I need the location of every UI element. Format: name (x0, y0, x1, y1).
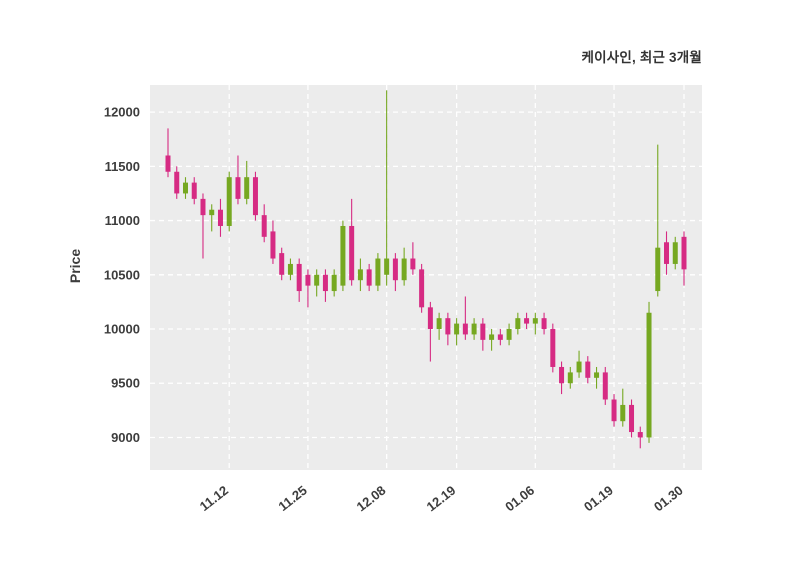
candle-body (646, 312, 652, 438)
candle-body (681, 236, 687, 270)
chart-title: 케이사인, 최근 3개월 (581, 50, 702, 65)
candle-body (357, 269, 363, 281)
candle-body (419, 269, 425, 308)
y-tick-label: 10000 (104, 322, 140, 337)
candle-body (427, 307, 433, 330)
x-tick-label: 12.08 (354, 483, 389, 515)
candle-body (392, 258, 398, 281)
candle-body (279, 253, 285, 275)
candle-body (200, 198, 206, 216)
candle-body (480, 323, 486, 340)
candle-body (366, 269, 372, 286)
y-tick-label: 11000 (105, 213, 140, 228)
y-tick-label: 9500 (111, 376, 140, 391)
y-tick-label: 9000 (111, 430, 140, 445)
candle-body (331, 274, 337, 292)
candle-body (410, 258, 416, 270)
candle-body (585, 361, 591, 378)
x-tick-label: 01.19 (581, 483, 616, 515)
x-tick-label: 01.30 (651, 483, 686, 515)
candle-body (462, 323, 468, 335)
candle-body (524, 318, 530, 324)
y-axis-label: Price (67, 248, 84, 284)
candle-body (165, 155, 171, 172)
candle-body (594, 372, 600, 378)
candle-body (576, 361, 582, 373)
x-tick-label: 11.25 (275, 483, 309, 514)
candle-body (384, 258, 390, 275)
candle-body (209, 209, 215, 216)
candle-body (296, 263, 302, 292)
candle-body (655, 247, 661, 292)
candle-body (314, 274, 320, 286)
candle-body (497, 334, 503, 340)
candle-body (191, 182, 197, 199)
candle-body (182, 182, 188, 194)
candle-body (550, 329, 556, 367)
candle-body (436, 318, 442, 330)
candle-body (532, 318, 538, 324)
candle-body (287, 263, 293, 275)
candle-body (629, 404, 635, 433)
candle-body (235, 177, 241, 199)
candle-body (217, 209, 223, 226)
candle-body (340, 225, 346, 286)
x-tick-label: 11.12 (197, 483, 231, 514)
candle-body (611, 399, 617, 422)
plot-area (150, 85, 702, 470)
candle-body (174, 171, 180, 194)
candle-body (244, 177, 250, 199)
x-tick-label: 01.06 (502, 483, 537, 515)
candle-body (559, 366, 565, 384)
candle-body (620, 404, 626, 422)
candle-body (261, 215, 267, 237)
candle-body (489, 334, 495, 340)
candle-body (322, 274, 328, 292)
candle-body (515, 318, 521, 330)
candle-body (471, 323, 477, 335)
candle-body (226, 177, 232, 226)
candle-body (506, 329, 512, 340)
candle-body (270, 231, 276, 259)
candle-body (401, 258, 407, 281)
candle-body (672, 242, 678, 264)
candle-body (637, 432, 643, 438)
candle-body (445, 318, 451, 335)
candle-body (541, 318, 547, 330)
y-tick-label: 12000 (104, 105, 140, 120)
candle-body (602, 372, 608, 400)
candle-body (567, 372, 573, 384)
candle-body (375, 258, 381, 286)
candle-body (454, 323, 460, 335)
x-tick-label: 12.19 (424, 483, 459, 515)
candle-body (252, 177, 258, 216)
y-tick-label: 10500 (104, 267, 140, 282)
y-tick-label: 11500 (105, 159, 140, 174)
candle-body (305, 274, 311, 286)
candle-body (664, 242, 670, 264)
candle-body (349, 225, 355, 281)
